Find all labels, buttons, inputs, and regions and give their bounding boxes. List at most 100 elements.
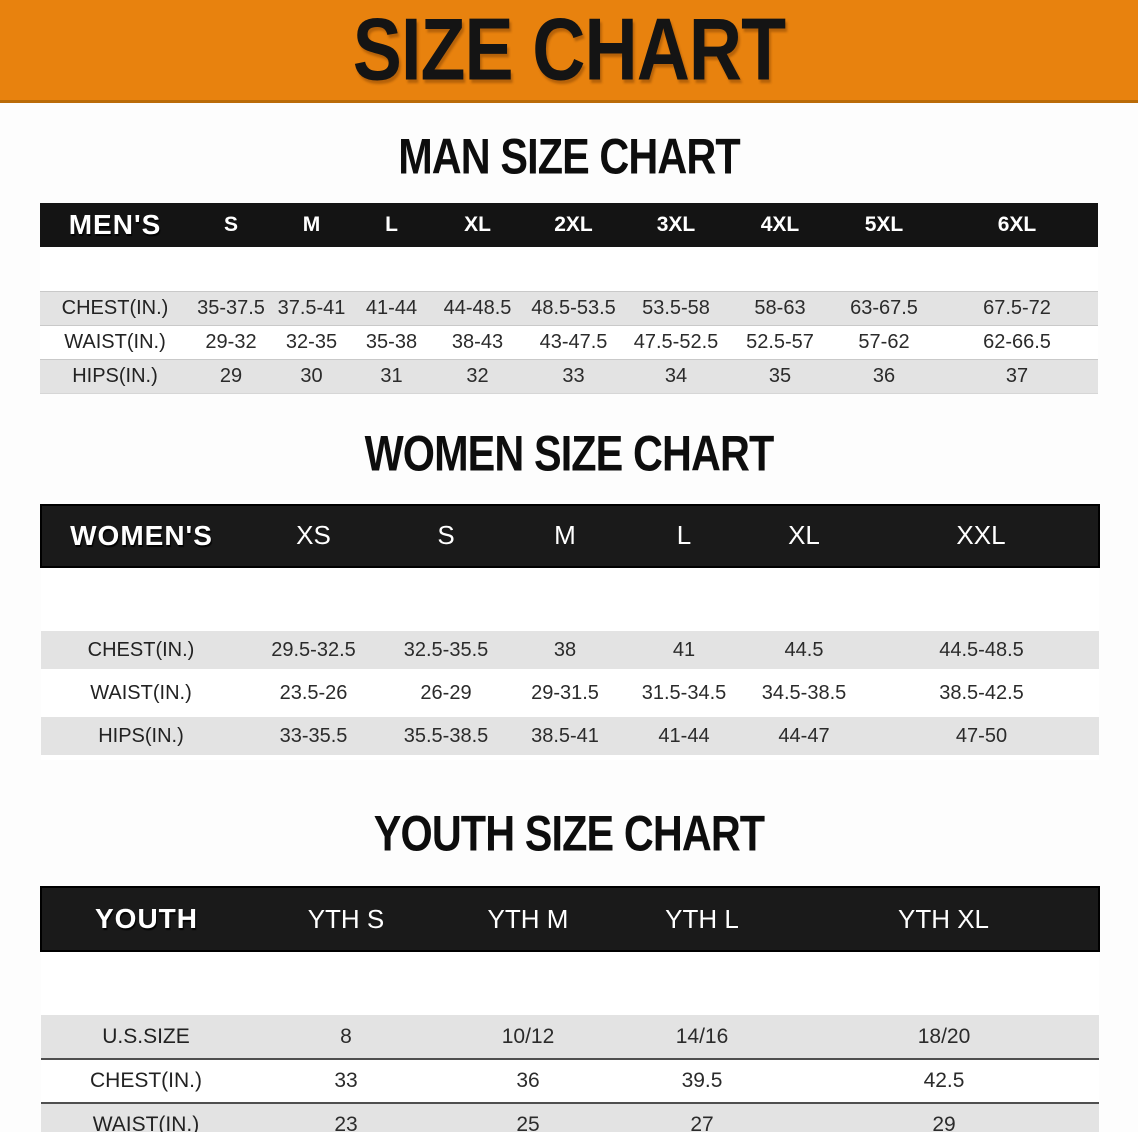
size-value-cell: 29-32 [190, 325, 272, 359]
size-column-header: L [351, 203, 432, 247]
row-label: HIPS(IN.) [40, 358, 190, 394]
size-column-header: YTH L [615, 886, 789, 952]
men-header-row: MEN'S S M L XL 2XL 3XL 4XL 5XL 6XL [40, 203, 1098, 247]
size-column-header: 3XL [624, 203, 728, 247]
youth-waist-row: WAIST(IN.) 23 25 27 29 [41, 1103, 1099, 1132]
women-hips-row: HIPS(IN.) 33-35.5 35.5-38.5 38.5-41 41-4… [41, 712, 1099, 760]
size-value-cell: 44.5 [744, 626, 864, 674]
women-header-row: WOMEN'S XS S M L XL XXL [40, 503, 1100, 568]
women-chest-row: CHEST(IN.) 29.5-32.5 32.5-35.5 38 41 44.… [41, 626, 1099, 674]
size-value-cell: 36 [832, 358, 936, 394]
size-value-cell: 31.5-34.5 [624, 671, 744, 715]
size-column-header: XXL [864, 503, 1100, 568]
size-value-cell: 62-66.5 [936, 325, 1098, 359]
size-value-cell: 37 [936, 358, 1098, 394]
size-value-cell: 41 [624, 626, 744, 674]
size-value-cell: 31 [351, 358, 432, 394]
size-value-cell: 34 [624, 358, 728, 394]
size-value-cell: 29-31.5 [506, 671, 624, 715]
size-value-cell: 32 [432, 358, 523, 394]
size-column-header: XL [432, 203, 523, 247]
size-value-cell: 44-47 [744, 712, 864, 760]
size-value-cell: 48.5-53.5 [523, 290, 624, 326]
men-size-table: MEN'S S M L XL 2XL 3XL 4XL 5XL 6XL CHEST… [40, 203, 1098, 394]
size-value-cell: 10/12 [441, 1015, 615, 1060]
size-value-cell: 47-50 [864, 712, 1099, 760]
size-value-cell: 8 [251, 1015, 441, 1060]
size-column-header: M [272, 203, 351, 247]
size-column-header: YTH M [441, 886, 615, 952]
row-label: CHEST(IN.) [41, 626, 241, 674]
size-column-header: 4XL [728, 203, 832, 247]
size-column-header: S [190, 203, 272, 247]
banner-title: SIZE CHART [352, 0, 786, 99]
size-value-cell: 41-44 [624, 712, 744, 760]
size-value-cell: 53.5-58 [624, 290, 728, 326]
size-value-cell: 32-35 [272, 325, 351, 359]
men-chest-row: CHEST(IN.) 35-37.5 37.5-41 41-44 44-48.5… [40, 290, 1098, 326]
size-value-cell: 43-47.5 [523, 325, 624, 359]
size-value-cell: 36 [441, 1059, 615, 1104]
youth-chest-row: CHEST(IN.) 33 36 39.5 42.5 [41, 1059, 1099, 1104]
size-column-header: YTH XL [789, 886, 1100, 952]
header-gap [41, 566, 1099, 629]
women-section-title: WOMEN SIZE CHART [364, 424, 775, 481]
size-column-header: YTH S [251, 886, 441, 952]
size-value-cell: 29.5-32.5 [241, 626, 386, 674]
header-gap [40, 247, 1098, 291]
men-header-label: MEN'S [40, 203, 190, 247]
size-value-cell: 35 [728, 358, 832, 394]
size-value-cell: 38 [506, 626, 624, 674]
size-value-cell: 52.5-57 [728, 325, 832, 359]
row-label: CHEST(IN.) [41, 1059, 251, 1104]
youth-section-title: YOUTH SIZE CHART [373, 804, 765, 862]
size-value-cell: 58-63 [728, 290, 832, 326]
men-hips-row: HIPS(IN.) 29 30 31 32 33 34 35 36 37 [40, 358, 1098, 394]
size-value-cell: 25 [441, 1103, 615, 1132]
size-column-header: XS [241, 503, 386, 568]
size-value-cell: 63-67.5 [832, 290, 936, 326]
size-value-cell: 30 [272, 358, 351, 394]
size-value-cell: 33 [251, 1059, 441, 1104]
size-value-cell: 27 [615, 1103, 789, 1132]
size-column-header: XL [744, 503, 864, 568]
size-value-cell: 14/16 [615, 1015, 789, 1060]
size-value-cell: 33-35.5 [241, 712, 386, 760]
size-value-cell: 44-48.5 [432, 290, 523, 326]
size-value-cell: 33 [523, 358, 624, 394]
youth-ussize-row: U.S.SIZE 8 10/12 14/16 18/20 [41, 1015, 1099, 1060]
size-column-header: M [506, 503, 624, 568]
size-value-cell: 23.5-26 [241, 671, 386, 715]
size-column-header: 5XL [832, 203, 936, 247]
size-value-cell: 41-44 [351, 290, 432, 326]
women-waist-row: WAIST(IN.) 23.5-26 26-29 29-31.5 31.5-34… [41, 671, 1099, 715]
size-value-cell: 29 [190, 358, 272, 394]
youth-size-table: YOUTH YTH S YTH M YTH L YTH XL U.S.SIZE … [40, 886, 1100, 1132]
header-gap [41, 951, 1099, 1015]
size-value-cell: 18/20 [789, 1015, 1099, 1060]
size-column-header: 6XL [936, 203, 1098, 247]
men-section-title: MAN SIZE CHART [398, 127, 740, 185]
row-label: WAIST(IN.) [41, 1103, 251, 1132]
size-value-cell: 38.5-42.5 [864, 671, 1099, 715]
size-column-header: L [624, 503, 744, 568]
women-header-label: WOMEN'S [40, 503, 241, 568]
size-value-cell: 29 [789, 1103, 1099, 1132]
size-value-cell: 38.5-41 [506, 712, 624, 760]
row-label: HIPS(IN.) [41, 712, 241, 760]
size-value-cell: 38-43 [432, 325, 523, 359]
size-value-cell: 57-62 [832, 325, 936, 359]
row-label: WAIST(IN.) [41, 671, 241, 715]
row-label: U.S.SIZE [41, 1015, 251, 1060]
size-value-cell: 35-38 [351, 325, 432, 359]
size-column-header: 2XL [523, 203, 624, 247]
size-column-header: S [386, 503, 506, 568]
men-waist-row: WAIST(IN.) 29-32 32-35 35-38 38-43 43-47… [40, 325, 1098, 359]
size-value-cell: 26-29 [386, 671, 506, 715]
size-value-cell: 32.5-35.5 [386, 626, 506, 674]
row-label: CHEST(IN.) [40, 290, 190, 326]
women-size-table: WOMEN'S XS S M L XL XXL CHEST(IN.) 29.5-… [40, 503, 1100, 760]
youth-header-row: YOUTH YTH S YTH M YTH L YTH XL [40, 886, 1100, 952]
size-value-cell: 39.5 [615, 1059, 789, 1104]
